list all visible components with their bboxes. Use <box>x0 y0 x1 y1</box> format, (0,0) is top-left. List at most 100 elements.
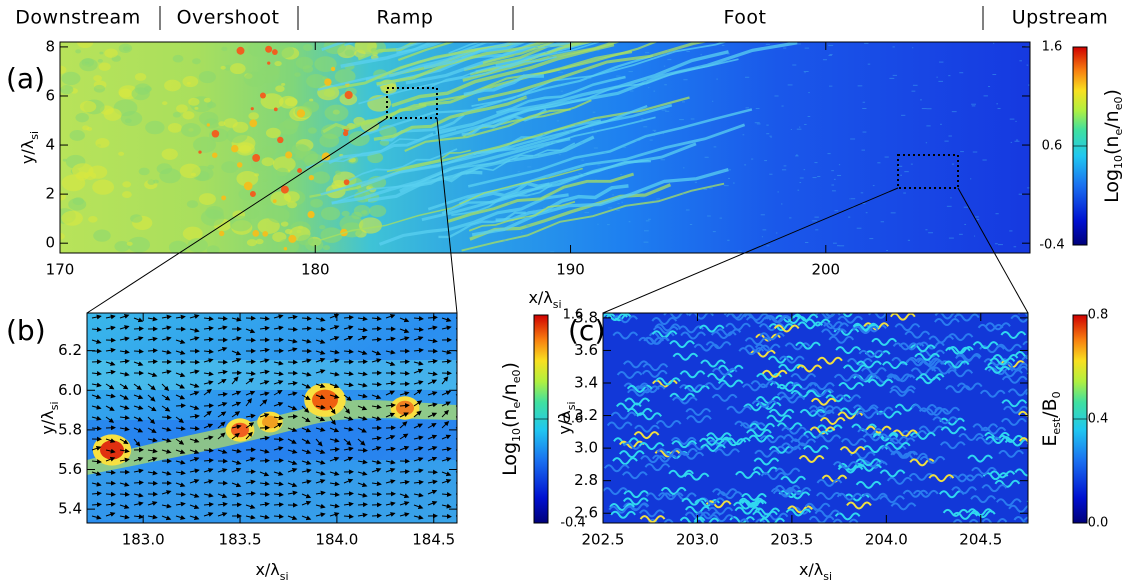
wave <box>623 490 650 499</box>
blob <box>284 97 298 107</box>
speck <box>663 53 668 55</box>
label-part: (n <box>499 409 521 428</box>
wave <box>835 346 862 355</box>
region-label: Ramp <box>377 7 434 29</box>
arrow <box>203 458 214 464</box>
wave <box>985 322 1011 331</box>
arrow <box>343 478 354 484</box>
arrow <box>427 325 438 331</box>
streak <box>435 50 729 134</box>
speck <box>964 223 967 225</box>
wave <box>955 353 982 361</box>
arrow <box>273 422 283 429</box>
wave <box>884 441 911 450</box>
speck <box>557 51 559 53</box>
speck <box>550 251 555 253</box>
wave <box>949 474 975 483</box>
speck <box>510 159 515 161</box>
speck <box>939 61 944 63</box>
arrow <box>203 410 212 418</box>
arrow <box>441 358 452 364</box>
arrow <box>161 383 170 392</box>
zoom-line <box>86 117 388 314</box>
wave <box>606 313 632 322</box>
arrow <box>385 446 396 452</box>
arrow <box>119 426 130 432</box>
wave <box>890 385 916 394</box>
blob <box>60 65 67 74</box>
speck <box>766 245 770 247</box>
wave <box>785 508 812 517</box>
arrow <box>399 370 410 376</box>
arrow <box>231 401 242 407</box>
wave <box>1027 511 1028 514</box>
arrow <box>301 338 312 344</box>
y-tick-label: 3.2 <box>574 406 598 424</box>
arrow <box>301 468 312 474</box>
speck <box>994 243 998 245</box>
plot-frame <box>59 41 1031 254</box>
wave <box>711 393 738 402</box>
speck <box>797 189 800 191</box>
wave <box>952 518 979 523</box>
label-part: 0 <box>1050 391 1063 398</box>
speck <box>970 178 972 180</box>
arrow <box>161 470 172 476</box>
arrow <box>301 358 312 364</box>
arrow <box>189 390 200 396</box>
speck <box>808 92 810 94</box>
arrow <box>161 349 172 355</box>
speck <box>867 63 871 65</box>
blob <box>167 122 182 133</box>
wave <box>852 322 879 331</box>
speck <box>682 193 685 195</box>
speck <box>996 103 999 105</box>
blob <box>272 232 287 243</box>
blob <box>339 92 358 106</box>
arrow <box>329 437 340 443</box>
speck <box>860 192 864 194</box>
speck <box>545 51 548 53</box>
speck <box>690 118 695 120</box>
streak <box>421 142 697 222</box>
wave <box>742 383 768 392</box>
blob <box>98 62 111 71</box>
y-tick-label: 2 <box>45 185 55 203</box>
arrow <box>105 405 115 411</box>
wave <box>612 315 638 324</box>
arrow <box>315 404 326 410</box>
wave <box>748 434 775 443</box>
speck <box>645 52 650 54</box>
speck <box>959 72 964 74</box>
blob <box>192 136 217 153</box>
blob <box>242 207 259 220</box>
blob <box>123 46 131 52</box>
speck <box>642 80 647 82</box>
speck <box>912 47 914 49</box>
arrow <box>245 413 256 419</box>
speck <box>892 46 895 48</box>
streak <box>467 108 753 188</box>
wave <box>952 511 979 520</box>
speck <box>663 65 666 67</box>
arrow <box>161 503 172 509</box>
speck <box>667 59 672 61</box>
speck <box>591 128 594 130</box>
blob <box>86 126 93 131</box>
arrow <box>259 514 270 520</box>
wave <box>686 415 712 424</box>
arrow <box>273 415 284 421</box>
arrow <box>175 438 185 445</box>
speck <box>721 45 725 47</box>
blob <box>274 60 282 67</box>
streak <box>448 42 504 54</box>
arrow <box>245 390 256 396</box>
blob <box>250 107 254 111</box>
arrow <box>301 427 312 433</box>
wave <box>705 500 732 509</box>
speck <box>592 132 597 134</box>
arrow <box>147 359 158 365</box>
blob <box>72 163 94 179</box>
arrow <box>273 436 284 442</box>
wave <box>828 335 855 344</box>
